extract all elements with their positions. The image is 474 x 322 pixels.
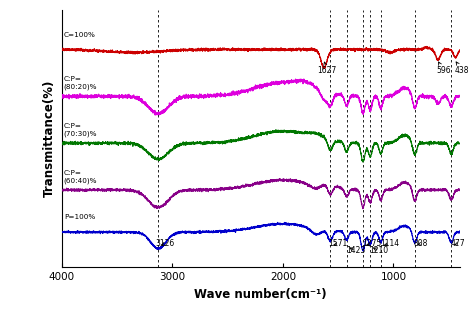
Text: C=100%: C=100%: [64, 32, 96, 38]
X-axis label: Wave number(cm⁻¹): Wave number(cm⁻¹): [194, 288, 327, 301]
Text: 1114: 1114: [380, 239, 400, 248]
Text: C:P=: C:P=: [64, 76, 82, 82]
Text: C:P=: C:P=: [64, 170, 82, 176]
Text: 596: 596: [436, 62, 450, 75]
Text: P=100%: P=100%: [64, 214, 95, 221]
Text: 808: 808: [413, 239, 428, 248]
Text: 1275: 1275: [362, 239, 381, 248]
Text: 1210: 1210: [370, 246, 389, 255]
Text: 3126: 3126: [155, 239, 174, 248]
Text: C:P=: C:P=: [64, 123, 82, 129]
Y-axis label: Transmittance(%): Transmittance(%): [43, 80, 56, 197]
Text: 438: 438: [455, 62, 470, 75]
Text: 1423: 1423: [346, 246, 365, 255]
Text: (60:40)%: (60:40)%: [64, 178, 97, 184]
Text: (80:20)%: (80:20)%: [64, 84, 97, 90]
Text: (70:30)%: (70:30)%: [64, 131, 97, 137]
Text: 477: 477: [451, 239, 465, 248]
Text: 1571: 1571: [328, 239, 348, 248]
Text: 1627: 1627: [318, 62, 337, 75]
